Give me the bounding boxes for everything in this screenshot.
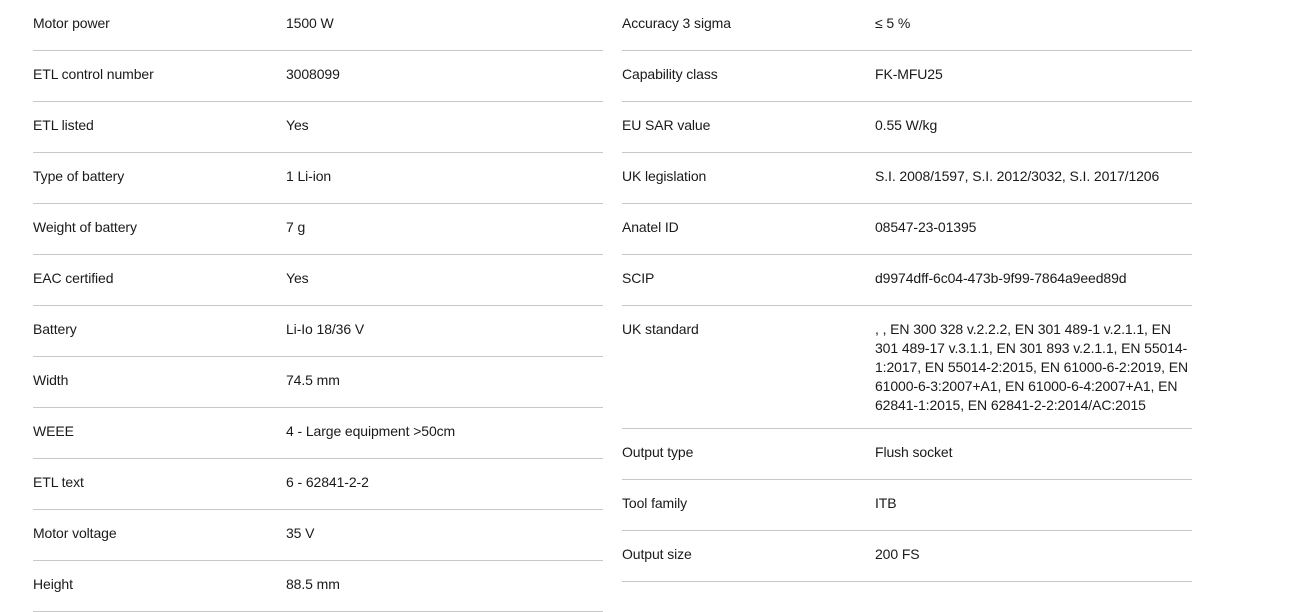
- spec-row-label: WEEE: [33, 423, 74, 439]
- spec-row-label: Type of battery: [33, 168, 125, 184]
- spec-row: Output type Flush socket: [622, 429, 1192, 480]
- spec-row-label: Output type: [622, 444, 694, 460]
- spec-row-label: Capability class: [622, 66, 718, 82]
- spec-row-value: 7 g: [286, 219, 306, 235]
- spec-row: Tool family ITB: [622, 480, 1192, 531]
- spec-row: ETL listed Yes: [33, 102, 603, 153]
- spec-row-value: ≤ 5 %: [875, 15, 911, 31]
- spec-row-label: SCIP: [622, 270, 655, 286]
- spec-row-value: 35 V: [286, 525, 315, 541]
- spec-row-value: Yes: [286, 117, 309, 133]
- spec-row: Weight of battery 7 g: [33, 204, 603, 255]
- spec-row-value: Flush socket: [875, 444, 953, 460]
- spec-row: WEEE 4 - Large equipment >50cm: [33, 408, 603, 459]
- spec-row-value: 1 Li-ion: [286, 168, 332, 184]
- spec-row-value: 0.55 W/kg: [875, 117, 938, 133]
- spec-row-value: 6 - 62841-2-2: [286, 474, 369, 490]
- spec-column-left: Motor power 1500 W ETL control number 30…: [33, 0, 603, 612]
- spec-row: Type of battery 1 Li-ion: [33, 153, 603, 204]
- spec-row-label: Anatel ID: [622, 219, 679, 235]
- spec-row: Battery Li-Io 18/36 V: [33, 306, 603, 357]
- spec-row-label: Output size: [622, 546, 692, 562]
- spec-row-label: Height: [33, 576, 73, 592]
- spec-row: Capability class FK-MFU25: [622, 51, 1192, 102]
- spec-row-value: Li-Io 18/36 V: [286, 321, 365, 337]
- spec-row-value: ITB: [875, 495, 897, 511]
- spec-row-label: Weight of battery: [33, 219, 137, 235]
- spec-row-value: 4 - Large equipment >50cm: [286, 423, 456, 439]
- spec-row-value: 88.5 mm: [286, 576, 340, 592]
- spec-row-label: ETL text: [33, 474, 84, 490]
- spec-row: ETL text 6 - 62841-2-2: [33, 459, 603, 510]
- spec-row-value: S.I. 2008/1597, S.I. 2012/3032, S.I. 201…: [875, 168, 1160, 184]
- spec-row: Width 74.5 mm: [33, 357, 603, 408]
- spec-row: ETL control number 3008099: [33, 51, 603, 102]
- spec-row-value: 08547-23-01395: [875, 219, 977, 235]
- spec-row: UK standard , , EN 300 328 v.2.2.2, EN 3…: [622, 306, 1192, 429]
- spec-column-right: Accuracy 3 sigma ≤ 5 % Capability class …: [622, 0, 1192, 582]
- spec-row: Output size 200 FS: [622, 531, 1192, 582]
- spec-row-label: ETL listed: [33, 117, 94, 133]
- spec-row-value: d9974dff-6c04-473b-9f99-7864a9eed89d: [875, 270, 1127, 286]
- spec-row: EAC certified Yes: [33, 255, 603, 306]
- spec-row-label: EAC certified: [33, 270, 114, 286]
- spec-row: Motor voltage 35 V: [33, 510, 603, 561]
- spec-row-label: UK standard: [622, 321, 699, 337]
- spec-row-label: Motor voltage: [33, 525, 117, 541]
- spec-row-label: Accuracy 3 sigma: [622, 15, 731, 31]
- spec-row-value: FK-MFU25: [875, 66, 943, 82]
- spec-row-label: Battery: [33, 321, 77, 337]
- spec-row: Height 88.5 mm: [33, 561, 603, 612]
- spec-row-label: EU SAR value: [622, 117, 711, 133]
- spec-row: SCIP d9974dff-6c04-473b-9f99-7864a9eed89…: [622, 255, 1192, 306]
- spec-row-value: Yes: [286, 270, 309, 286]
- spec-row-label: UK legislation: [622, 168, 707, 184]
- spec-row-label: Width: [33, 372, 69, 388]
- spec-row-label: Motor power: [33, 15, 110, 31]
- spec-row-value: , , EN 300 328 v.2.2.2, EN 301 489-1 v.2…: [875, 321, 1188, 413]
- spec-row: UK legislation S.I. 2008/1597, S.I. 2012…: [622, 153, 1192, 204]
- spec-row: Motor power 1500 W: [33, 0, 603, 51]
- spec-row-label: ETL control number: [33, 66, 154, 82]
- spec-row-value: 74.5 mm: [286, 372, 340, 388]
- spec-row: Anatel ID 08547-23-01395: [622, 204, 1192, 255]
- spec-row-value: 3008099: [286, 66, 340, 82]
- spec-row-value: 200 FS: [875, 546, 920, 562]
- spec-row-label: Tool family: [622, 495, 688, 511]
- spec-row: EU SAR value 0.55 W/kg: [622, 102, 1192, 153]
- spec-row-value: 1500 W: [286, 15, 334, 31]
- spec-row: Accuracy 3 sigma ≤ 5 %: [622, 0, 1192, 51]
